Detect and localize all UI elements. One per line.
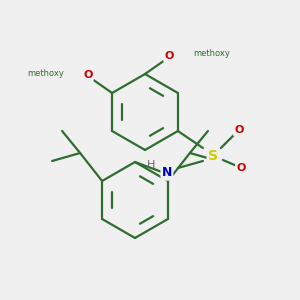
- Text: H: H: [147, 160, 155, 170]
- Text: O: O: [236, 163, 246, 173]
- Text: O: O: [234, 125, 244, 135]
- Text: N: N: [162, 167, 172, 179]
- Text: methoxy: methoxy: [193, 50, 230, 58]
- Text: O: O: [164, 51, 174, 61]
- Text: S: S: [208, 149, 218, 163]
- Text: methoxy: methoxy: [27, 68, 64, 77]
- Text: O: O: [83, 70, 93, 80]
